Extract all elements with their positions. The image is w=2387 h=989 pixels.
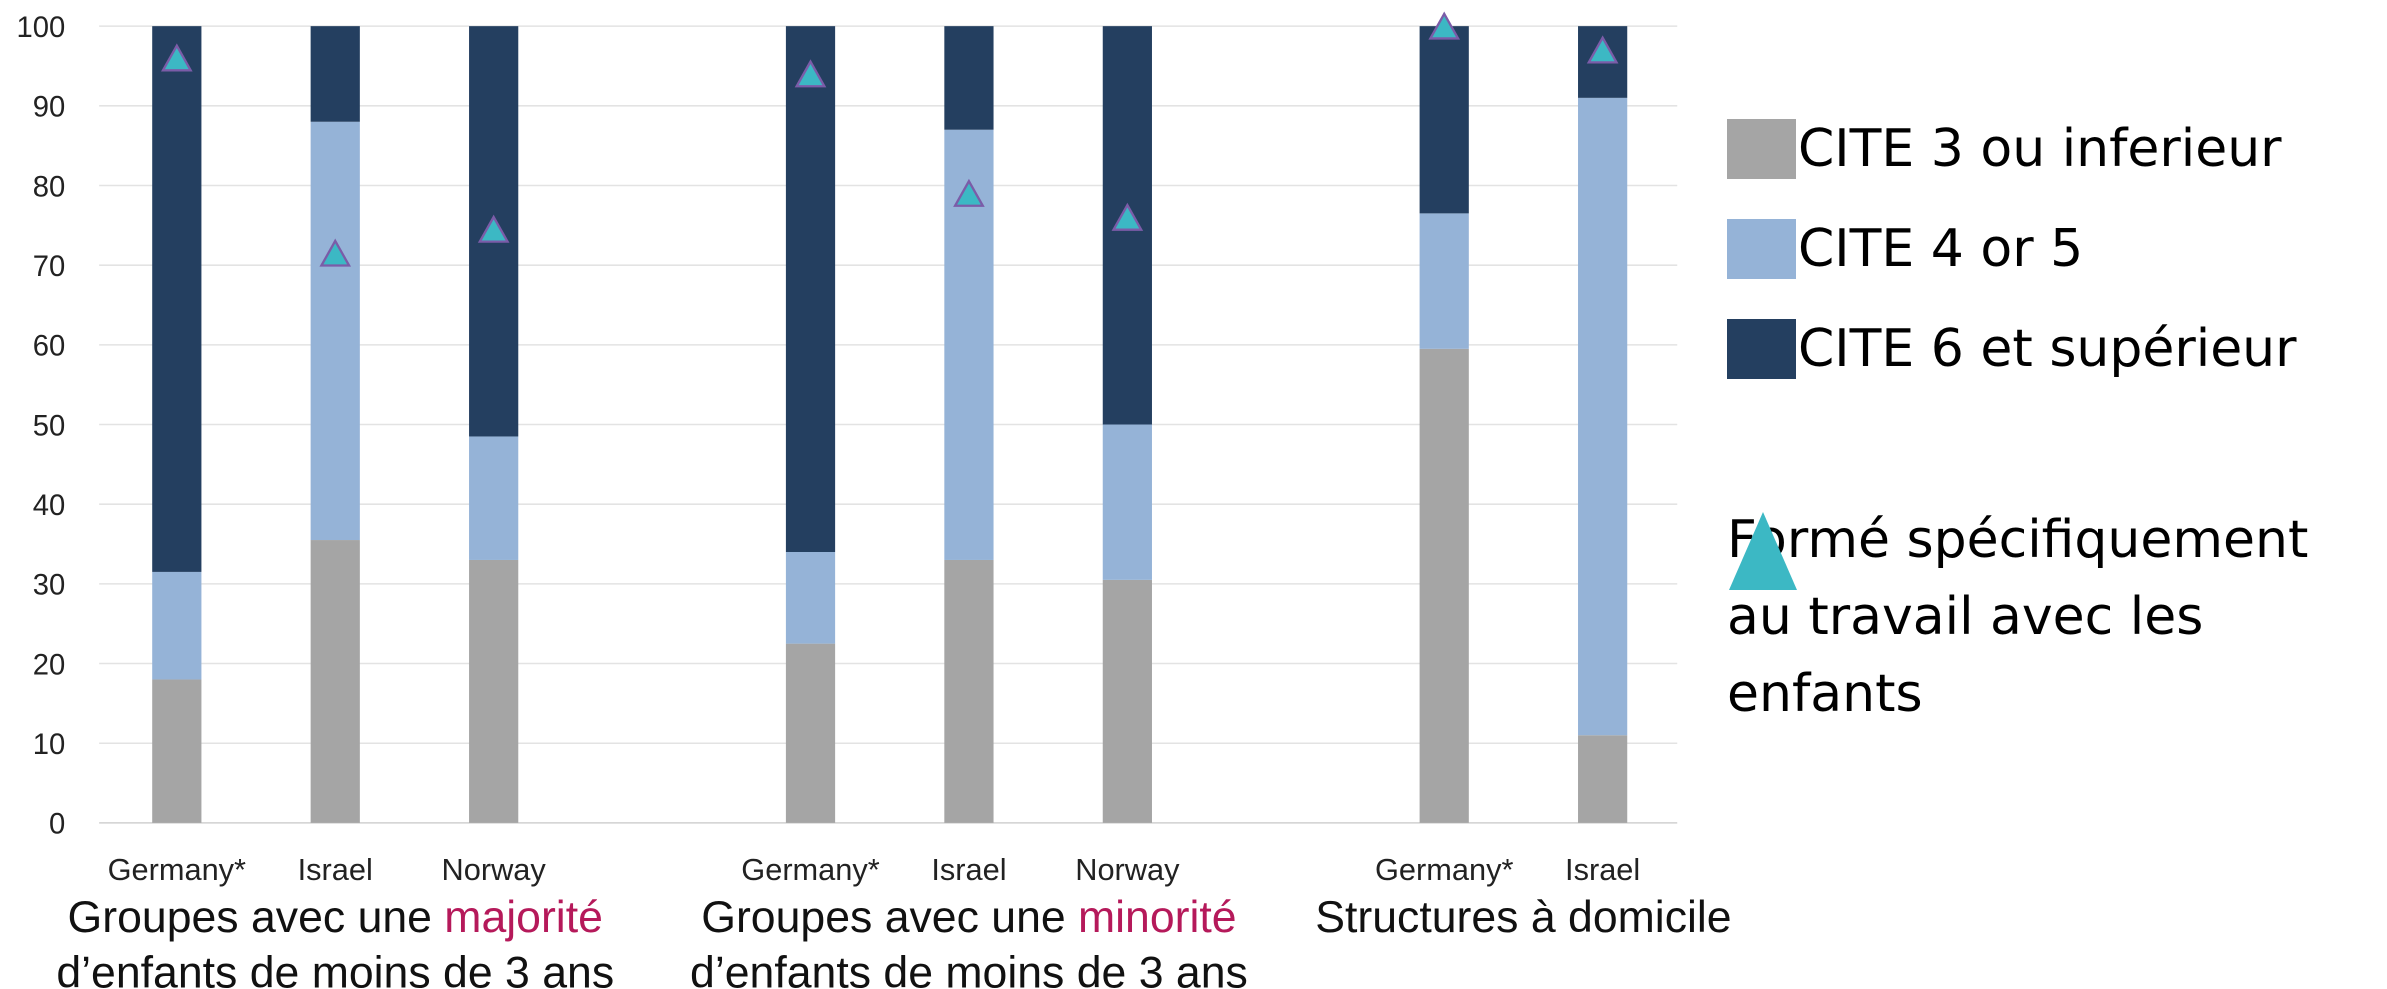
marker [477,214,510,243]
x-tick-label: Israel [931,852,1006,887]
bar-segment [310,26,360,122]
y-tick-label: 90 [33,92,66,124]
bar-segment [785,26,836,552]
x-tick-label: Israel [1565,852,1640,887]
y-tick-label: 30 [33,570,66,602]
bar-segment [310,540,360,823]
bar-segment [1102,579,1152,823]
x-tick-label: Norway [442,852,547,887]
legend-label: CITE 3 ou inferieur [1798,119,2282,179]
y-tick-label: 100 [17,12,66,44]
group-label-text: Groupes avec une [68,893,432,942]
bar-segment [1102,424,1152,580]
bar-segment [152,571,202,680]
marker [1586,35,1619,64]
legend-marker [1729,512,1797,590]
legend-item: Formé spécifiquement au travail avec les… [1727,510,2327,733]
group-label-line2: d’enfants de moins de 3 ans [56,948,614,989]
group-label: Groupes avec une minorité [701,893,1236,942]
bar-segment [785,643,836,823]
legend-swatch [1727,319,1796,379]
group-label-text: Groupes avec une [701,893,1065,942]
x-tick-label: Germany* [741,852,879,887]
marker [160,43,193,72]
legend-label: Formé spécifiquement au travail avec les… [1727,510,2309,724]
bar-segment [152,26,202,572]
group-label-line2: d’enfants de moins de 3 ans [690,948,1248,989]
marker [1428,11,1461,40]
bar-segment [944,26,994,130]
y-tick-label: 20 [33,649,66,681]
legend-swatch [1727,219,1796,279]
legend-item: CITE 6 et supérieur [1727,319,2297,379]
group-label-text: Structures à domicile [1315,893,1731,942]
y-tick-label: 0 [49,809,65,841]
bar-segment [944,559,994,823]
y-tick-label: 80 [33,171,66,203]
bar-segment [1578,735,1628,823]
y-tick-label: 70 [33,251,66,283]
bar-segment [469,559,519,823]
y-tick-label: 10 [33,729,66,761]
marker [319,238,352,267]
legend-label: CITE 4 or 5 [1798,219,2084,279]
legend-marker-shape [1729,512,1797,590]
y-tick-label: 60 [33,331,66,363]
legend-swatch [1727,119,1796,179]
group-label-highlight: majorité [444,893,603,942]
bar-segment [1578,97,1628,736]
marker [794,59,827,88]
marker [1111,202,1144,231]
bar-segment [1419,348,1469,823]
marker [953,178,985,207]
bar-segment [152,679,202,823]
legend-item: CITE 3 ou inferieur [1727,119,2282,179]
bar-segment [310,121,360,541]
x-tick-label: Germany* [1375,852,1513,887]
y-tick-label: 40 [33,490,66,522]
y-tick-label: 50 [33,410,66,442]
group-label-highlight: minorité [1078,893,1237,942]
x-tick-label: Israel [298,852,373,887]
x-tick-label: Norway [1075,852,1180,887]
bar-segment [469,436,519,560]
bar-segment [1419,26,1469,214]
legend-label: CITE 6 et supérieur [1798,319,2297,379]
bar-segment [785,551,836,644]
bar-segment [1419,213,1469,349]
x-tick-label: Germany* [108,852,246,887]
legend-item: CITE 4 or 5 [1727,219,2083,279]
group-label: Structures à domicile [1315,893,1731,942]
group-label: Groupes avec une majorité [68,893,603,942]
